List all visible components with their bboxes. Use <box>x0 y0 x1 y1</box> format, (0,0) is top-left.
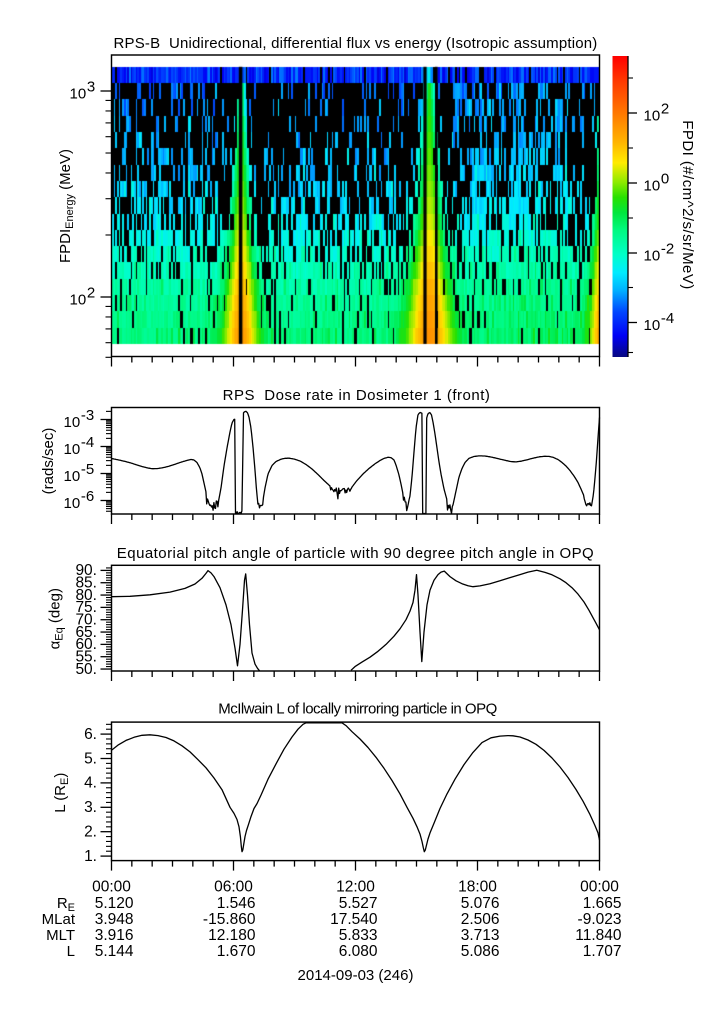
svg-text:18:00: 18:00 <box>458 879 497 896</box>
svg-text:65.: 65. <box>75 624 97 641</box>
svg-text:3.948: 3.948 <box>95 911 134 928</box>
svg-text:70.: 70. <box>75 612 97 629</box>
svg-text:L (RE): L (RE) <box>52 773 71 813</box>
svg-text:1.707: 1.707 <box>583 943 622 960</box>
svg-text:6.080: 6.080 <box>339 943 378 960</box>
svg-text:50.: 50. <box>75 661 97 678</box>
svg-text:3.713: 3.713 <box>461 927 500 944</box>
svg-text:MLT: MLT <box>46 927 75 944</box>
svg-text:-6: -6 <box>81 488 94 505</box>
svg-text:2.: 2. <box>84 824 97 841</box>
svg-text:5.: 5. <box>84 750 97 767</box>
svg-text:10: 10 <box>644 317 661 334</box>
svg-text:1.670: 1.670 <box>217 943 256 960</box>
svg-text:1.665: 1.665 <box>583 895 622 912</box>
svg-text:FPDIEnergy (MeV): FPDIEnergy (MeV) <box>57 149 76 263</box>
svg-text:4.: 4. <box>84 775 97 792</box>
svg-text:MLat: MLat <box>42 911 76 928</box>
svg-text:2014-09-03 (246): 2014-09-03 (246) <box>298 967 414 984</box>
svg-text:-4: -4 <box>81 434 94 451</box>
svg-text:06:00: 06:00 <box>214 879 253 896</box>
svg-text:10: 10 <box>64 495 81 512</box>
svg-text:6.: 6. <box>84 726 97 743</box>
svg-text:5.086: 5.086 <box>461 943 500 960</box>
svg-text:-15.860: -15.860 <box>203 911 256 928</box>
svg-text:10: 10 <box>644 178 661 195</box>
svg-text:Equatorial pitch angle of part: Equatorial pitch angle of particle with … <box>117 545 594 562</box>
svg-text:-5: -5 <box>81 461 94 478</box>
svg-text:-4: -4 <box>661 310 674 327</box>
svg-text:RPS Dose rate in Dosimeter 1: RPS Dose rate in Dosimeter 1 (front) <box>223 387 491 404</box>
svg-text:60.: 60. <box>75 636 97 653</box>
svg-text:2: 2 <box>661 101 669 118</box>
svg-text:αEq (deg): αEq (deg) <box>47 588 66 649</box>
svg-text:75.: 75. <box>75 599 97 616</box>
svg-text:FPDI (#/cm^2/s/sr/MeV): FPDI (#/cm^2/s/sr/MeV) <box>679 120 696 289</box>
svg-text:RPS-B Unidirectional, differe: RPS-B Unidirectional, differential flux … <box>114 35 598 52</box>
svg-text:(rads/sec): (rads/sec) <box>40 428 57 495</box>
svg-text:10: 10 <box>644 248 661 265</box>
svg-text:-3: -3 <box>81 407 94 424</box>
svg-text:10: 10 <box>70 292 87 309</box>
svg-text:55.: 55. <box>75 649 97 666</box>
svg-text:5.527: 5.527 <box>339 895 378 912</box>
svg-text:00:00: 00:00 <box>580 879 619 896</box>
svg-text:L: L <box>67 943 75 960</box>
svg-text:12:00: 12:00 <box>336 879 375 896</box>
svg-text:1.546: 1.546 <box>217 895 256 912</box>
svg-text:00:00: 00:00 <box>92 879 131 896</box>
svg-text:5.144: 5.144 <box>95 943 134 960</box>
svg-text:5.120: 5.120 <box>95 895 134 912</box>
svg-text:11.840: 11.840 <box>575 927 622 944</box>
svg-text:5.833: 5.833 <box>339 927 378 944</box>
svg-text:1.: 1. <box>84 848 97 865</box>
svg-text:90.: 90. <box>75 562 97 579</box>
svg-text:0: 0 <box>661 171 669 188</box>
svg-text:10: 10 <box>64 441 81 458</box>
svg-text:10: 10 <box>64 414 81 431</box>
svg-text:12.180: 12.180 <box>208 927 256 944</box>
svg-text:-2: -2 <box>661 241 674 258</box>
svg-text:3.916: 3.916 <box>95 927 134 944</box>
svg-text:10: 10 <box>64 468 81 485</box>
svg-text:80.: 80. <box>75 587 97 604</box>
svg-text:10: 10 <box>644 108 661 125</box>
svg-text:2.506: 2.506 <box>461 911 500 928</box>
svg-text:5.076: 5.076 <box>461 895 500 912</box>
svg-text:McIlwain L of locally mirrorin: McIlwain L of locally mirroring particle… <box>218 701 497 718</box>
svg-text:RE: RE <box>57 895 75 914</box>
svg-text:2: 2 <box>87 285 95 302</box>
svg-text:3.: 3. <box>84 799 97 816</box>
svg-text:10: 10 <box>70 86 87 103</box>
svg-text:3: 3 <box>87 79 95 96</box>
svg-text:17.540: 17.540 <box>330 911 378 928</box>
svg-text:-9.023: -9.023 <box>578 911 622 928</box>
svg-text:85.: 85. <box>75 575 97 592</box>
